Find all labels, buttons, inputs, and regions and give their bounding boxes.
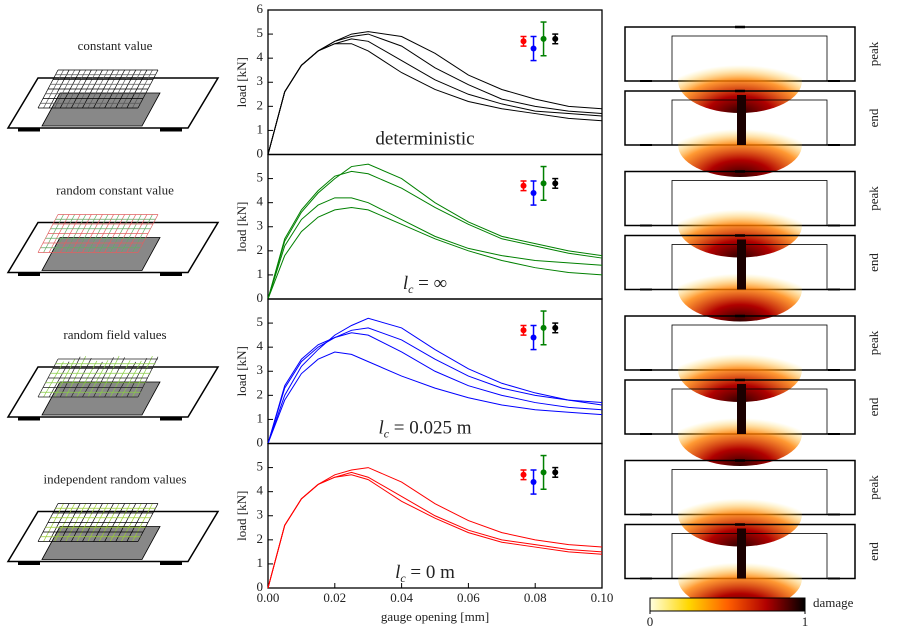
- panel-title: random constant value: [56, 182, 174, 197]
- damage-map-label: end: [866, 108, 881, 127]
- y-tick-label: 5: [257, 25, 264, 40]
- y-tick-label: 4: [257, 338, 264, 353]
- y-tick-label: 3: [257, 218, 264, 233]
- y-tick-label: 3: [257, 362, 264, 377]
- colorbar-tick-label: 1: [802, 614, 809, 629]
- y-tick-label: 2: [257, 97, 264, 112]
- crack: [737, 240, 746, 290]
- y-tick-label: 4: [257, 194, 264, 209]
- mean-point: [531, 479, 537, 485]
- x-axis-label: gauge opening [mm]: [381, 609, 489, 624]
- y-axis-label: load [kN]: [234, 346, 249, 396]
- y-tick-label: 2: [257, 242, 264, 257]
- y-tick-label: 3: [257, 73, 264, 88]
- y-tick-label: 4: [257, 483, 264, 498]
- annotation-part: = 0.025 m: [389, 418, 472, 439]
- crack: [737, 95, 746, 145]
- damage-map-label: peak: [866, 475, 881, 500]
- crack: [737, 384, 746, 434]
- mean-point: [552, 469, 558, 475]
- y-axis-label: load [kN]: [234, 57, 249, 107]
- mean-point: [531, 46, 537, 52]
- y-tick-label: 2: [257, 531, 264, 546]
- annotation-part: = 0 m: [406, 562, 455, 583]
- annotation-part: deterministic: [375, 129, 474, 150]
- mean-point: [552, 36, 558, 42]
- annotation: lc = ∞: [403, 273, 447, 295]
- y-tick-label: 6: [257, 1, 264, 16]
- colorbar-tick-label: 0: [647, 614, 654, 629]
- y-tick-label: 1: [257, 266, 264, 281]
- y-tick-label: 4: [257, 49, 264, 64]
- mean-point: [531, 335, 537, 341]
- annotation: lc = 0 m: [395, 562, 455, 584]
- panel-title: constant value: [78, 38, 153, 53]
- mean-point: [552, 180, 558, 186]
- y-tick-label: 1: [257, 121, 264, 136]
- y-tick-label: 1: [257, 410, 264, 425]
- panel-title: independent random values: [44, 471, 187, 486]
- x-tick-label: 0.08: [524, 590, 547, 605]
- annotation: deterministic: [375, 129, 474, 150]
- mean-point: [521, 327, 527, 333]
- mean-point: [531, 190, 537, 196]
- mean-point: [541, 469, 547, 475]
- y-axis-label: load [kN]: [234, 491, 249, 541]
- damage-map-label: peak: [866, 186, 881, 211]
- figure: constant value load [kN] 0 1 2 3 4 5 6 determinis…: [0, 0, 900, 633]
- mean-point: [541, 36, 547, 42]
- damage-map-label: peak: [866, 330, 881, 355]
- x-tick-label: 0.06: [457, 590, 480, 605]
- x-tick-label: 0.02: [323, 590, 346, 605]
- annotation-part: = ∞: [413, 273, 447, 294]
- damage-map-label: end: [866, 542, 881, 561]
- y-tick-label: 1: [257, 555, 264, 570]
- x-tick-label: 0.10: [591, 590, 614, 605]
- y-axis-label: load [kN]: [234, 202, 249, 252]
- y-tick-label: 5: [257, 314, 264, 329]
- colorbar: [650, 598, 805, 611]
- panel-title: random field values: [63, 327, 166, 342]
- y-tick-label: 5: [257, 170, 264, 185]
- x-tick-label: 0.04: [390, 590, 413, 605]
- y-tick-label: 0: [257, 145, 264, 160]
- crack: [737, 529, 746, 579]
- colorbar-label: damage: [813, 595, 854, 610]
- y-tick-label: 3: [257, 507, 264, 522]
- y-tick-label: 5: [257, 459, 264, 474]
- mean-point: [521, 472, 527, 478]
- mean-point: [541, 325, 547, 331]
- damage-map-label: end: [866, 397, 881, 416]
- x-tick-label: 0.00: [257, 590, 280, 605]
- y-tick-label: 2: [257, 386, 264, 401]
- mean-point: [521, 183, 527, 189]
- mean-point: [541, 180, 547, 186]
- mean-point: [552, 325, 558, 331]
- y-tick-label: 0: [257, 434, 264, 449]
- damage-map-label: peak: [866, 41, 881, 66]
- y-tick-label: 0: [257, 290, 264, 305]
- mean-point: [521, 38, 527, 44]
- annotation: lc = 0.025 m: [378, 418, 471, 440]
- damage-map-label: end: [866, 253, 881, 272]
